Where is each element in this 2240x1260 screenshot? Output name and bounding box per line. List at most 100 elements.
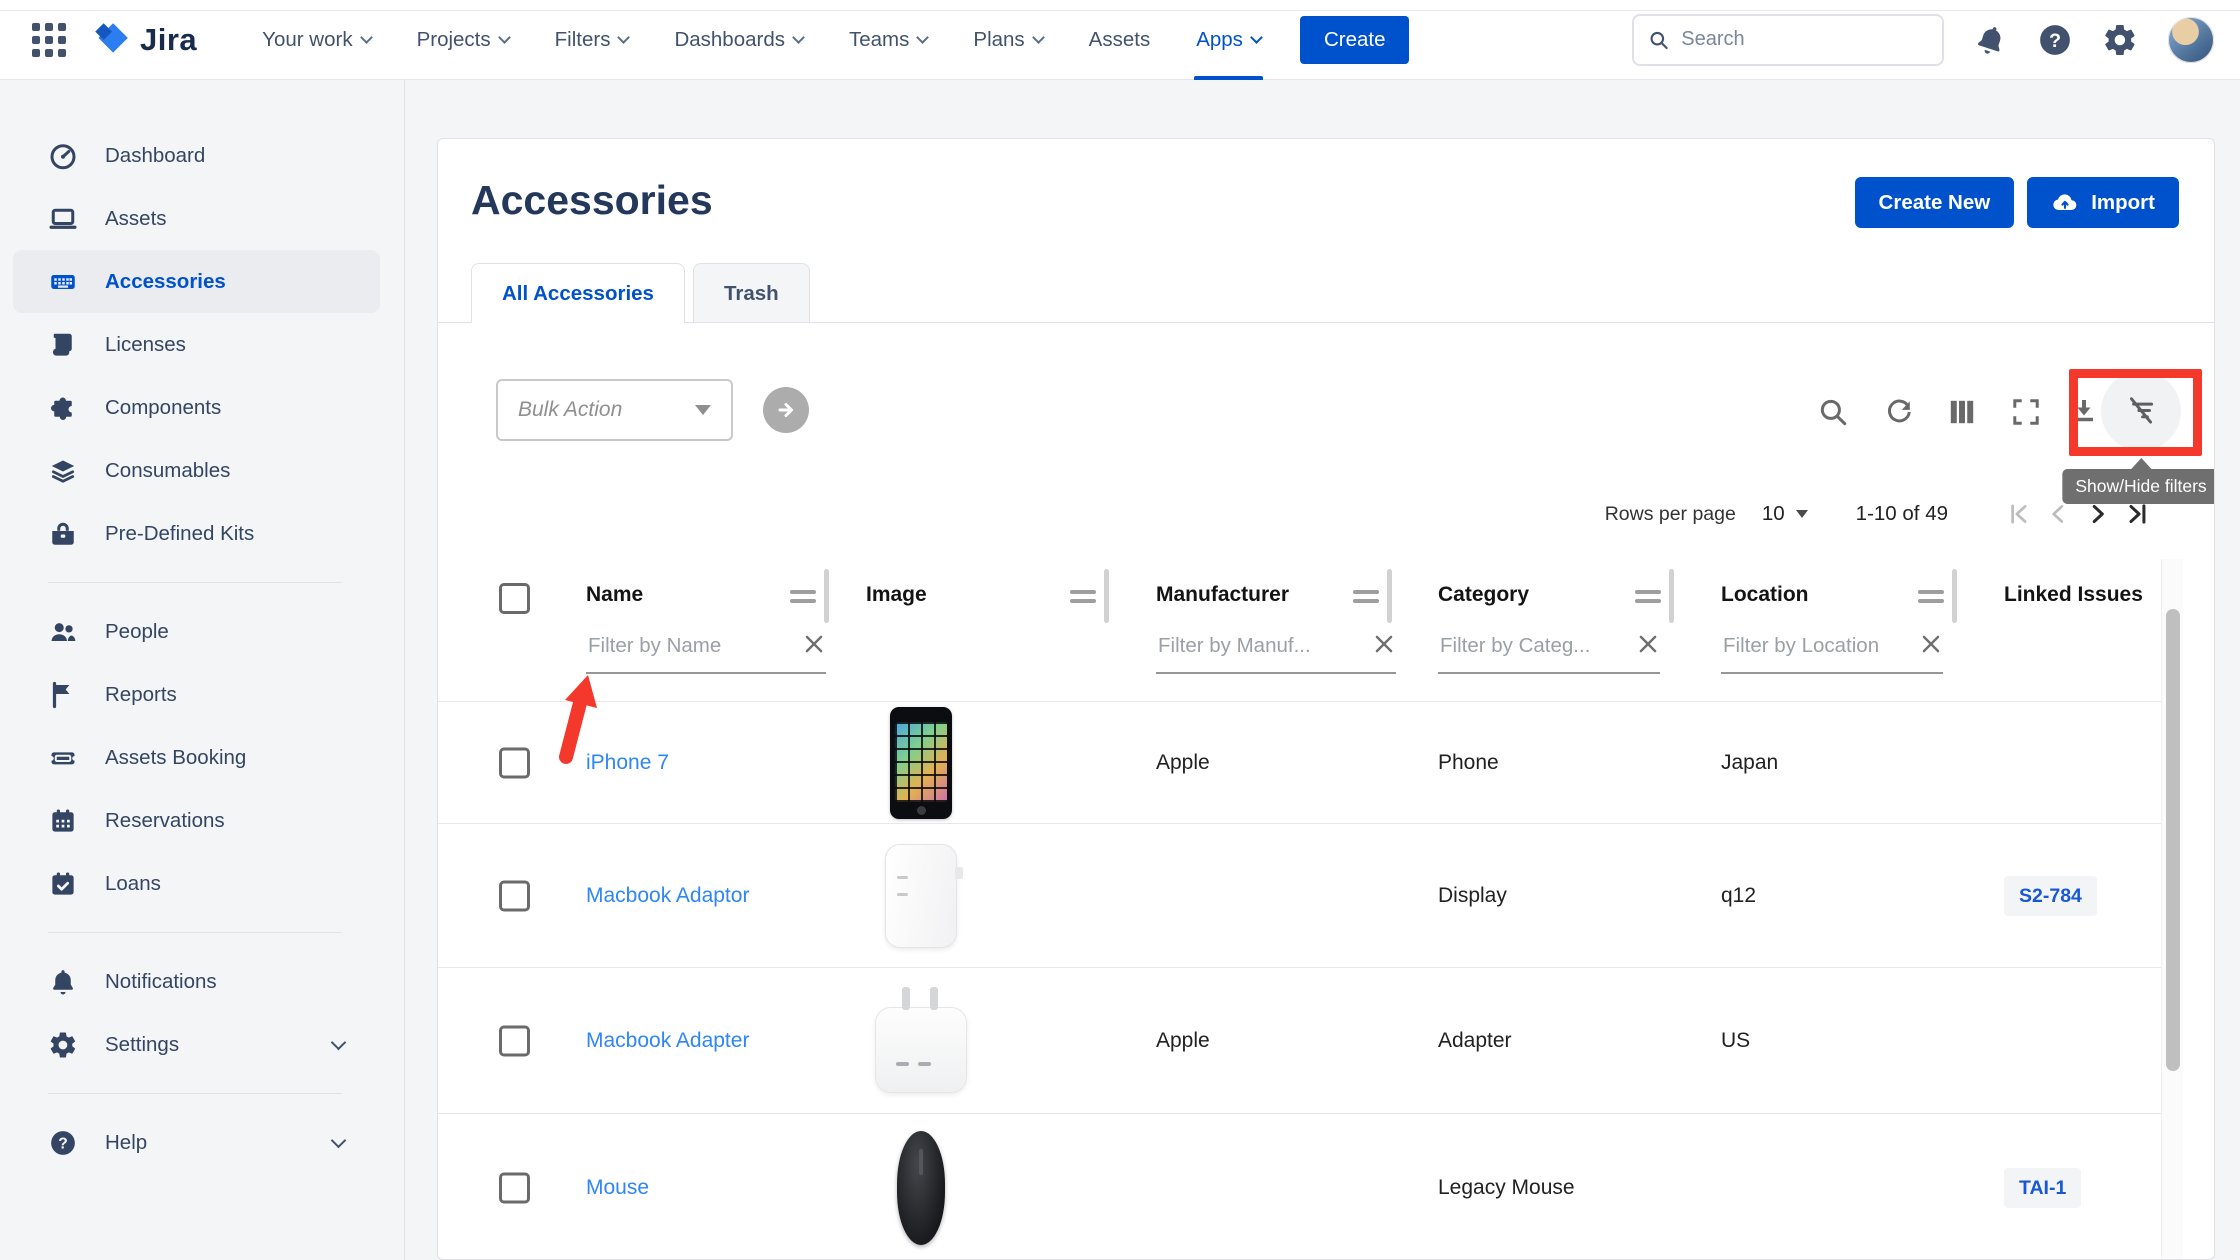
column-drag-handle-icon[interactable]: [1070, 590, 1096, 608]
accessory-name-link[interactable]: Macbook Adaptor: [586, 883, 750, 907]
clear-filter-icon[interactable]: [1636, 632, 1660, 656]
location-filter-input[interactable]: [1721, 626, 1943, 666]
create-button[interactable]: Create: [1299, 15, 1410, 64]
create-new-button[interactable]: Create New: [1854, 177, 2015, 228]
sidebar-item-pre-defined-kits[interactable]: Pre-Defined Kits: [0, 502, 404, 565]
sidebar-item-reservations[interactable]: Reservations: [0, 789, 404, 852]
column-header-manufacturer[interactable]: Manufacturer: [1156, 583, 1290, 606]
accessory-name-link[interactable]: iPhone 7: [586, 750, 669, 774]
nav-item-projects[interactable]: Projects: [417, 0, 511, 80]
settings-gear-icon[interactable]: [2102, 22, 2138, 58]
clear-filter-icon[interactable]: [1919, 632, 1943, 656]
nav-item-dashboards[interactable]: Dashboards: [674, 0, 805, 80]
category-filter-input[interactable]: [1438, 626, 1660, 666]
manufacturer-filter-input[interactable]: [1156, 626, 1396, 666]
sidebar-item-licenses[interactable]: Licenses: [0, 313, 404, 376]
column-drag-handle-icon[interactable]: [1353, 590, 1379, 608]
sidebar-item-people[interactable]: People: [0, 600, 404, 663]
nav-item-apps[interactable]: Apps: [1194, 0, 1263, 80]
accessory-name-link[interactable]: Mouse: [586, 1176, 650, 1199]
nav-item-filters[interactable]: Filters: [555, 0, 631, 80]
rows-per-page-select[interactable]: 10: [1762, 502, 1808, 526]
refresh-icon[interactable]: [1881, 396, 1913, 428]
clear-filter-icon[interactable]: [1372, 632, 1396, 656]
location-filter: [1721, 626, 1943, 674]
category-cell: Phone: [1438, 750, 1499, 774]
global-search[interactable]: [1632, 13, 1944, 66]
apply-bulk-action-button[interactable]: [763, 387, 809, 433]
manufacturer-cell: Apple: [1156, 1028, 1210, 1052]
sidebar-item-notifications[interactable]: Notifications: [0, 950, 404, 1013]
user-avatar[interactable]: [2168, 16, 2214, 63]
sidebar-item-accessories[interactable]: Accessories: [13, 250, 380, 313]
nav-item-plans[interactable]: Plans: [973, 0, 1045, 80]
last-page-icon: [2129, 504, 2146, 524]
category-cell: Display: [1438, 883, 1507, 907]
next-page-button[interactable]: [2078, 494, 2118, 534]
sidebar-item-settings[interactable]: Settings: [0, 1013, 404, 1076]
row-checkbox[interactable]: [499, 747, 530, 778]
category-filter: [1438, 626, 1660, 674]
linked-issue-chip[interactable]: TAI-1: [2004, 1168, 2082, 1208]
import-button[interactable]: Import: [2027, 177, 2179, 228]
column-separator: [1669, 569, 1674, 623]
sidebar-item-assets[interactable]: Assets: [0, 187, 404, 250]
nav-item-teams[interactable]: Teams: [849, 0, 930, 80]
columns-icon[interactable]: [1946, 396, 1978, 428]
column-header-location[interactable]: Location: [1721, 583, 1809, 606]
bell-icon: [53, 969, 73, 994]
sidebar-item-assets-booking[interactable]: Assets Booking: [0, 726, 404, 789]
jira-logo[interactable]: Jira: [90, 19, 197, 61]
power-adaptor-photo: [885, 843, 963, 948]
sidebar-item-loans[interactable]: Loans: [0, 852, 404, 915]
nav-item-your-work[interactable]: Your work: [262, 0, 373, 80]
name-filter-input[interactable]: [586, 626, 826, 666]
scrollbar-thumb[interactable]: [2166, 609, 2180, 1071]
location-cell: Japan: [1721, 750, 1779, 774]
previous-page-button[interactable]: [2038, 494, 2078, 534]
notifications-bell-icon[interactable]: [1974, 23, 2008, 57]
select-all-checkbox[interactable]: [499, 583, 530, 614]
column-header-category[interactable]: Category: [1438, 583, 1530, 606]
app-switcher-icon[interactable]: [32, 22, 66, 57]
last-page-button[interactable]: [2118, 494, 2158, 534]
accessory-name-link[interactable]: Macbook Adapter: [586, 1028, 750, 1052]
search-input[interactable]: [1679, 27, 1928, 52]
help-icon[interactable]: ?: [2038, 23, 2072, 57]
column-header-linked-issues[interactable]: Linked Issues: [2004, 583, 2143, 606]
first-page-button[interactable]: [1998, 494, 2038, 534]
layers-icon: [51, 460, 75, 483]
bulk-action-select[interactable]: Bulk Action: [496, 379, 733, 441]
clear-filter-icon[interactable]: [802, 632, 826, 656]
category-cell: Legacy Mouse: [1438, 1176, 1575, 1199]
column-drag-handle-icon[interactable]: [790, 590, 816, 608]
fullscreen-icon[interactable]: [2010, 396, 2042, 428]
nav-item-assets[interactable]: Assets: [1088, 27, 1151, 51]
table-row: Mouse Legacy Mouse TAI-1: [438, 1114, 2161, 1259]
row-checkbox[interactable]: [499, 1025, 530, 1056]
show-hide-filters-button[interactable]: [2101, 371, 2181, 451]
tab-trash[interactable]: Trash: [692, 263, 810, 323]
sidebar-item-reports[interactable]: Reports: [0, 663, 404, 726]
sidebar-item-dashboard[interactable]: Dashboard: [0, 124, 404, 187]
column-separator: [1104, 569, 1109, 623]
calendar-icon: [52, 809, 74, 832]
column-drag-handle-icon[interactable]: [1918, 590, 1944, 608]
tab-all-accessories[interactable]: All Accessories: [471, 263, 685, 323]
show-hide-filters-tooltip: Show/Hide filters: [2062, 458, 2214, 504]
row-checkbox[interactable]: [499, 1172, 530, 1204]
table-row: Macbook Adaptor Display q12 S2-784: [438, 824, 2161, 968]
export-download-icon[interactable]: [2068, 396, 2100, 428]
column-drag-handle-icon[interactable]: [1635, 590, 1661, 608]
people-icon: [51, 622, 76, 641]
row-checkbox[interactable]: [499, 880, 530, 911]
linked-issue-chip[interactable]: S2-784: [2004, 875, 2097, 916]
table-search-icon[interactable]: [1817, 396, 1849, 428]
sidebar-item-components[interactable]: Components: [0, 376, 404, 439]
column-header-image[interactable]: Image: [866, 583, 927, 606]
table-scrollbar[interactable]: [2161, 559, 2183, 1259]
column-header-name[interactable]: Name: [586, 583, 644, 606]
sidebar-item-help[interactable]: ? Help: [0, 1111, 404, 1174]
manufacturer-filter: [1156, 626, 1396, 674]
sidebar-item-consumables[interactable]: Consumables: [0, 439, 404, 502]
